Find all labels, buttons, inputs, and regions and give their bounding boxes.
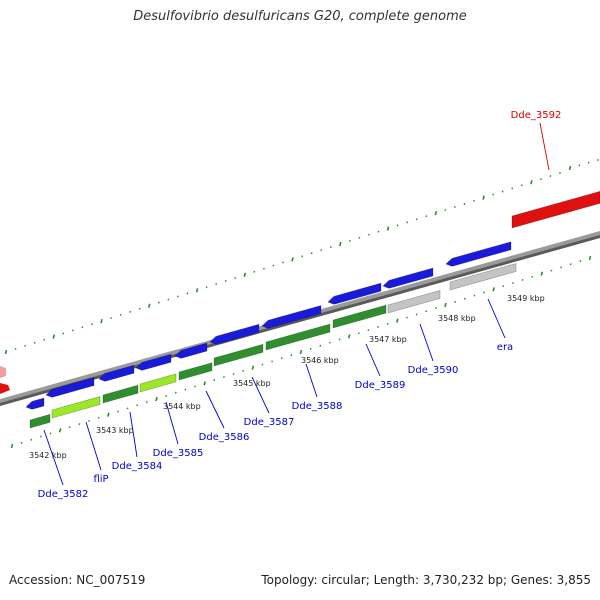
gene-label[interactable]: Dde_3584 xyxy=(112,461,163,472)
gene-label[interactable]: Dde_3589 xyxy=(355,380,406,391)
tick-mark xyxy=(58,428,62,433)
kbp-tick-label: 3542 kbp xyxy=(29,451,67,460)
tick-mark xyxy=(100,318,103,324)
tick-mark xyxy=(540,271,544,276)
label-leader-line xyxy=(305,363,318,398)
gene-partial-pink[interactable] xyxy=(0,366,6,378)
map-title: Desulfovibrio desulfuricans G20, complet… xyxy=(133,9,467,24)
tick-mark xyxy=(347,334,351,339)
kbp-tick-label: 3543 kbp xyxy=(96,426,134,435)
tick-mark xyxy=(492,287,495,292)
gene-label[interactable]: Dde_3585 xyxy=(153,448,204,459)
outer-tick-row xyxy=(4,172,561,355)
label-leader-line xyxy=(129,411,138,458)
gene-label[interactable]: era xyxy=(497,342,513,353)
label-layer: Dde_3582 fliP Dde_3584 Dde_3585 Dde_3586 Dde_… xyxy=(29,110,561,500)
tick-mark xyxy=(386,226,390,231)
gene-arrow[interactable] xyxy=(45,377,95,398)
label-leader-line xyxy=(539,122,550,171)
cds-bar[interactable] xyxy=(102,384,139,404)
tick-mark xyxy=(10,443,14,449)
gene-arrow[interactable] xyxy=(382,267,434,289)
genome-summary-text: Topology: circular; Length: 3,730,232 bp… xyxy=(261,573,591,587)
gene-label[interactable]: Dde_3592 xyxy=(511,110,562,121)
tick-mark xyxy=(291,257,294,262)
gene-label[interactable]: Dde_3588 xyxy=(292,401,343,412)
gene-arrow[interactable] xyxy=(327,282,382,305)
cds-bar[interactable] xyxy=(51,396,101,419)
label-leader-line xyxy=(251,376,270,414)
tick-mark xyxy=(339,241,342,247)
label-leader-line xyxy=(85,421,102,471)
label-leader-line xyxy=(205,390,225,429)
cds-bar[interactable] xyxy=(332,304,387,329)
accession-text: Accession: NC_007519 xyxy=(9,573,146,587)
gene-arrow[interactable] xyxy=(135,353,172,371)
tick-mark xyxy=(396,318,399,323)
cds-bar[interactable] xyxy=(265,323,331,351)
cds-bar[interactable] xyxy=(213,343,264,367)
gene-arrow[interactable] xyxy=(209,323,260,345)
gene-label[interactable]: Dde_3586 xyxy=(199,432,250,443)
tick-mark xyxy=(588,255,592,261)
tick-mark xyxy=(251,365,255,370)
tick-mark xyxy=(155,396,158,402)
cds-bar[interactable] xyxy=(178,362,213,381)
gene-arrow[interactable] xyxy=(261,305,322,329)
right-tick-row xyxy=(568,159,599,171)
tick-mark xyxy=(52,334,56,339)
gene-arrow-red-partial[interactable] xyxy=(0,383,10,394)
kbp-tick-label: 3545 kbp xyxy=(233,379,271,388)
tick-mark xyxy=(482,195,485,200)
gene-label[interactable]: Dde_3590 xyxy=(408,365,459,376)
kbp-tick-label: 3549 kbp xyxy=(507,294,545,303)
tick-mark xyxy=(203,381,206,386)
inner-tick-row xyxy=(10,255,592,449)
gene-arrow-red[interactable] xyxy=(511,191,600,229)
label-leader-line xyxy=(165,401,179,445)
cds-bar[interactable] xyxy=(29,414,51,429)
kbp-tick-label: 3544 kbp xyxy=(163,402,201,411)
tick-mark xyxy=(444,302,447,308)
gene-arrow[interactable] xyxy=(98,364,135,382)
label-leader-line xyxy=(365,343,381,377)
kbp-tick-label: 3546 kbp xyxy=(301,356,339,365)
tick-mark xyxy=(243,272,247,277)
gene-arrow[interactable] xyxy=(174,342,208,359)
gene-label[interactable]: fliP xyxy=(93,474,108,485)
gene-label[interactable]: Dde_3582 xyxy=(38,489,89,500)
tick-mark xyxy=(568,165,572,171)
tick-mark xyxy=(434,210,438,216)
tick-mark xyxy=(147,303,151,308)
tick-mark xyxy=(530,180,533,185)
kbp-tick-label: 3548 kbp xyxy=(438,314,476,323)
label-leader-line xyxy=(487,298,506,339)
tick-mark xyxy=(299,349,303,355)
tick-mark xyxy=(107,412,110,417)
cds-bar[interactable] xyxy=(449,263,517,291)
cds-bar[interactable] xyxy=(387,290,441,314)
tick-mark xyxy=(4,349,8,355)
gene-label[interactable]: Dde_3587 xyxy=(244,417,295,428)
kbp-tick-label: 3547 kbp xyxy=(369,335,407,344)
label-leader-line xyxy=(419,323,434,362)
feature-track[interactable] xyxy=(0,191,600,429)
gene-arrow[interactable] xyxy=(445,241,512,267)
label-leader-line xyxy=(43,429,64,486)
tick-mark xyxy=(195,288,199,293)
gene-arrow[interactable] xyxy=(25,397,45,410)
cds-bar[interactable] xyxy=(139,373,177,393)
